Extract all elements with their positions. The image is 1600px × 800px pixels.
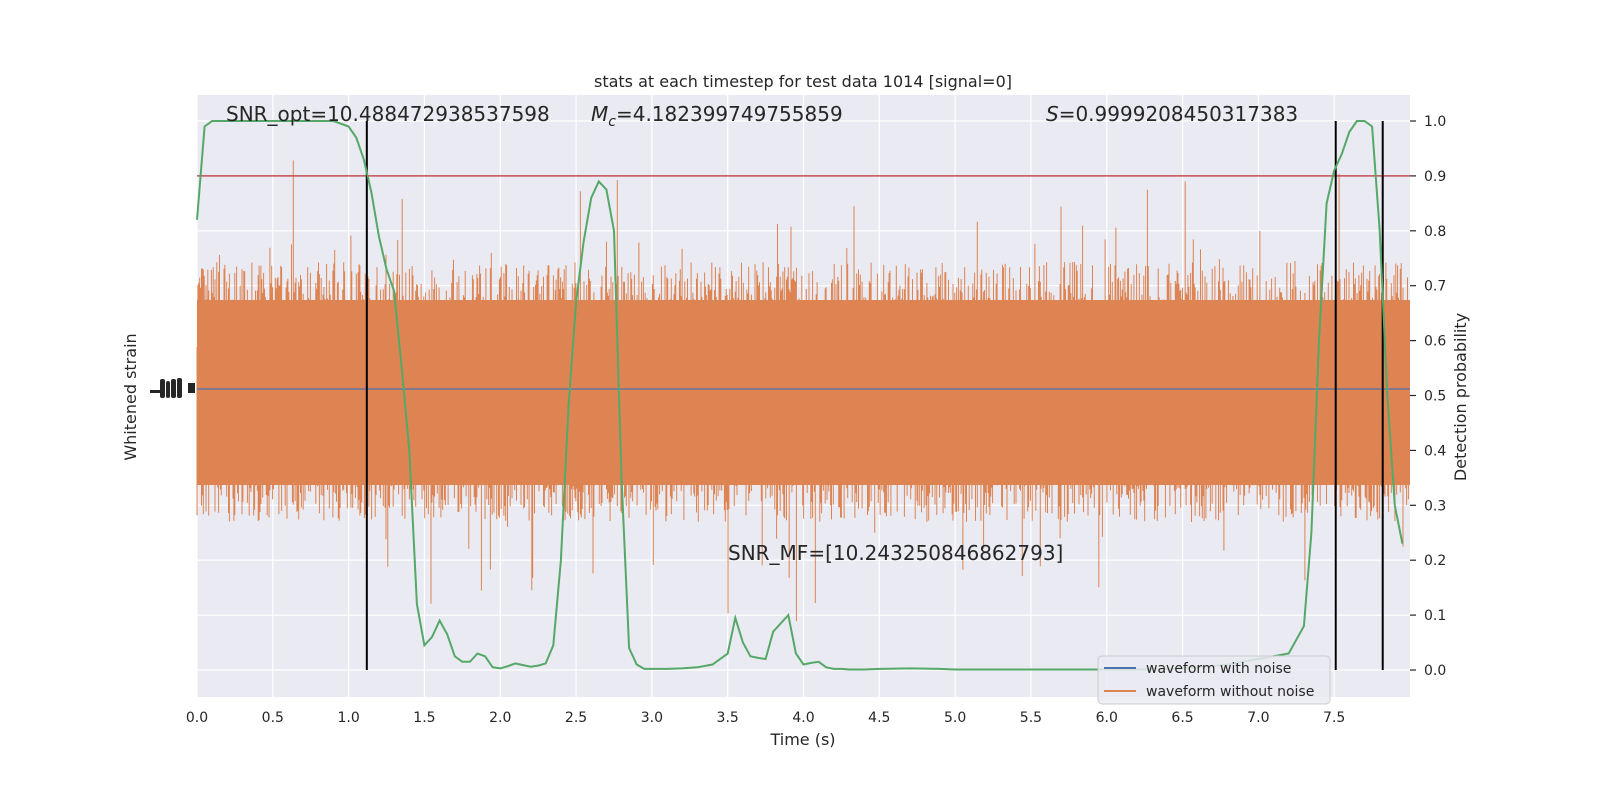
chirp-mass-annotation: Mc=4.182399749755859 [591,102,843,130]
right-axis-label: Detection probability [1451,313,1470,481]
x-tick-label: 2.5 [565,710,587,726]
waveform-without-noise-series [196,160,1410,622]
snr-opt-annotation: SNR_opt=10.488472938537598 [226,102,550,126]
legend-box [1097,655,1331,705]
x-axis-ticks: 0.0 0.5 1.0 1.5 2.0 2.5 3.0 3.5 4.0 4.5 5.0 5.5 6.0 6… [186,710,1345,726]
legend-label-with-noise: waveform with noise [1146,661,1291,677]
left-axis-artifact [150,378,195,398]
right-tick-label: 0.5 [1424,389,1446,405]
right-tick-label: 0.3 [1424,498,1446,514]
right-tick-label: 0.2 [1424,553,1446,569]
x-tick-label: 1.0 [337,710,359,726]
x-tick-label: 5.0 [944,710,966,726]
x-tick-label: 2.0 [489,710,511,726]
x-tick-label: 0.0 [186,710,208,726]
x-tick-label: 7.0 [1247,710,1269,726]
right-axis-ticks: 0.0 0.1 0.2 0.3 0.4 0.5 0.6 0.7 0.8 0.9 1.0 [1410,114,1446,679]
snr-mf-annotation: SNR_MF=[10.243250846862793] [728,541,1063,565]
noise-spikes [196,160,1410,622]
left-axis-label: Whitened strain [121,333,140,460]
x-tick-label: 4.5 [868,710,890,726]
x-tick-label: 6.0 [1096,710,1118,726]
right-tick-label: 0.0 [1424,663,1446,679]
right-tick-label: 0.6 [1424,334,1446,350]
right-tick-label: 0.1 [1424,608,1446,624]
score-annotation: S=0.9999208450317383 [1046,102,1298,126]
x-tick-label: 0.5 [262,710,284,726]
x-tick-label: 5.5 [1020,710,1042,726]
vertical-markers [365,121,1384,670]
x-axis-label: Time (s) [769,730,835,749]
right-tick-label: 0.4 [1424,443,1446,459]
x-tick-label: 7.5 [1323,710,1345,726]
x-tick-label: 1.5 [413,710,435,726]
legend-label-without-noise: waveform without noise [1146,684,1314,700]
x-tick-label: 3.5 [717,710,739,726]
legend: waveform with noise waveform without noi… [1097,655,1331,705]
x-tick-label: 6.5 [1171,710,1193,726]
right-tick-label: 1.0 [1424,114,1446,130]
right-tick-label: 0.9 [1424,169,1446,185]
x-tick-label: 3.0 [641,710,663,726]
chart-title: stats at each timestep for test data 101… [594,72,1012,91]
right-tick-label: 0.8 [1424,224,1446,240]
x-tick-label: 4.0 [792,710,814,726]
right-tick-label: 0.7 [1424,279,1446,295]
